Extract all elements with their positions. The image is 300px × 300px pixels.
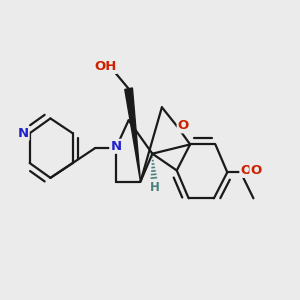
Text: OH: OH [94,60,117,73]
Text: N: N [17,127,28,140]
Polygon shape [125,88,140,182]
Text: O: O [240,164,252,177]
Text: O: O [250,164,262,177]
Text: H: H [150,181,160,194]
Text: N: N [110,140,122,153]
Text: O: O [178,119,189,132]
